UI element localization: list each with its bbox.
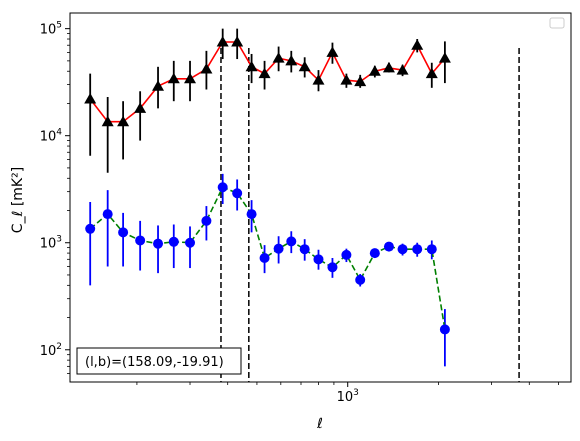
triangle-marker (245, 60, 258, 72)
circle-marker (327, 262, 338, 273)
triangle-marker (117, 115, 130, 127)
y-tick-label: 105 (40, 21, 62, 38)
circle-marker (246, 209, 257, 220)
circle-marker (85, 223, 96, 234)
triangle-marker (101, 115, 114, 127)
ticks-layer: 103 102 103 104 105 (40, 21, 559, 405)
triangle-marker (84, 93, 97, 104)
y-axis-label: C_ℓ [mK²] (10, 167, 26, 233)
circle-marker (185, 237, 196, 248)
triangle-marker (354, 75, 367, 87)
triangle-marker (167, 72, 180, 84)
triangle-marker (231, 36, 244, 47)
triangle-marker (425, 67, 438, 79)
y-tick-label: 104 (40, 128, 63, 145)
circle-marker (168, 236, 179, 247)
circle-marker (201, 215, 212, 226)
circle-marker (286, 236, 297, 247)
circle-marker (232, 188, 243, 199)
circle-marker (313, 254, 324, 265)
series-layer (84, 28, 451, 367)
circle-marker (355, 274, 366, 285)
triangle-marker (152, 80, 165, 91)
y-tick-label: 102 (40, 342, 62, 359)
triangle-marker (272, 52, 285, 63)
circle-marker (118, 227, 129, 238)
circle-marker (102, 209, 113, 220)
circle-marker (439, 324, 450, 335)
circle-marker (217, 182, 228, 193)
circle-marker (299, 244, 310, 255)
triangle-marker (396, 64, 409, 75)
triangle-marker (312, 74, 325, 85)
circle-marker (412, 244, 423, 255)
plot-frame (69, 12, 572, 383)
circle-marker (259, 253, 270, 264)
y-tick-label: 103 (40, 235, 62, 252)
legend-frame (549, 17, 565, 29)
triangle-marker (438, 52, 451, 63)
annotation-box: (l,b)=(158.09,-19.91) (76, 347, 242, 375)
triangle-marker (411, 39, 424, 50)
triangle-marker (134, 102, 147, 113)
triangle-marker (258, 67, 271, 79)
triangle-marker (382, 61, 395, 73)
vertical-lines-layer (220, 48, 520, 382)
legend-box (549, 17, 565, 29)
triangle-marker (298, 60, 311, 72)
triangle-marker (184, 72, 197, 84)
circle-marker (273, 243, 284, 254)
circle-marker (397, 244, 408, 255)
triangle-marker (216, 36, 229, 47)
circle-marker (369, 248, 380, 259)
x-tick-label: 103 (337, 388, 359, 405)
triangle-marker (326, 46, 339, 57)
annotation-text: (l,b)=(158.09,-19.91) (85, 355, 224, 370)
annotation-frame (76, 347, 242, 375)
x-axis-label: ℓ (316, 416, 323, 432)
triangle-marker (200, 62, 213, 74)
triangle-marker (285, 54, 298, 66)
triangle-marker (368, 65, 381, 76)
circle-marker (153, 238, 164, 249)
triangle-marker (340, 74, 353, 85)
circle-marker (341, 249, 352, 260)
circle-marker (135, 235, 146, 246)
circle-marker (383, 241, 394, 252)
series-circles (85, 173, 450, 367)
series-triangles (84, 28, 451, 173)
circle-marker (426, 244, 437, 255)
